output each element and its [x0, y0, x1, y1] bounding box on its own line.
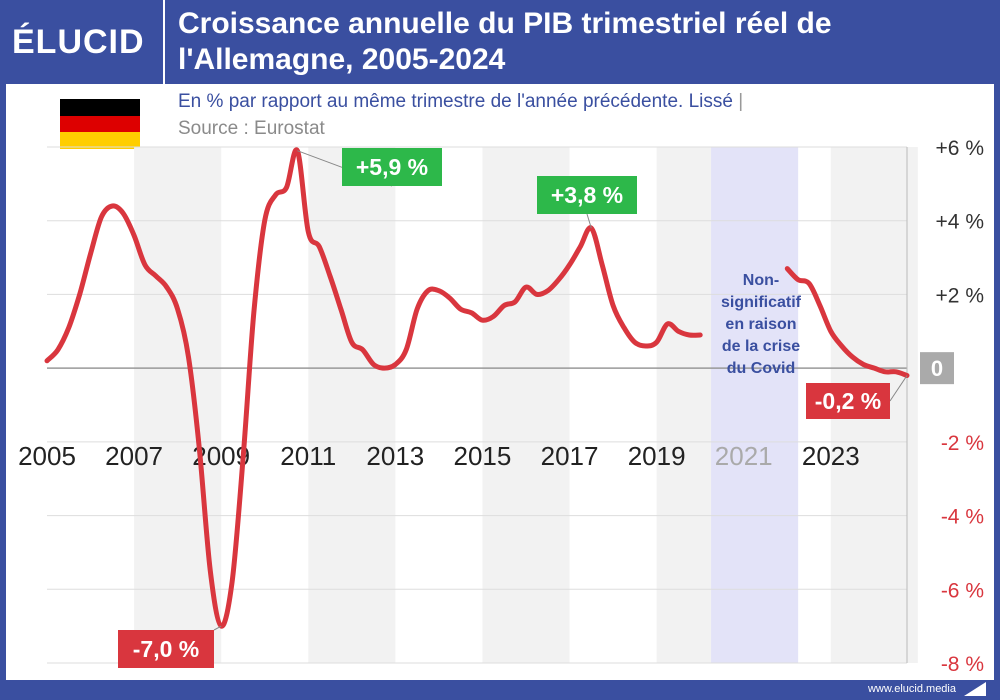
annotation-badge — [118, 630, 214, 668]
header: ÉLUCID Croissance annuelle du PIB trimes… — [0, 0, 1000, 84]
elucid-logo: ÉLUCID — [12, 23, 145, 61]
covid-band — [711, 147, 799, 663]
year-band — [134, 147, 222, 663]
annotation-label: +5,9 % — [356, 154, 428, 180]
y-tick-label: -4 % — [941, 506, 984, 529]
logo-separator — [163, 0, 165, 84]
chart-subtitle: En % par rapport au même trimestre de l'… — [178, 91, 744, 112]
y-tick-label: -2 % — [941, 432, 984, 455]
footer: www.elucid.media — [0, 680, 1000, 700]
annotation-leader — [889, 375, 908, 402]
year-band — [482, 147, 570, 663]
x-tick-label: 2007 — [105, 441, 163, 471]
x-tick-label: 2021 — [715, 441, 773, 471]
y-tick-label: 0 — [931, 356, 943, 381]
x-tick-label: 2013 — [366, 441, 424, 471]
annotation-leader — [586, 213, 592, 229]
annotation-label: +3,8 % — [551, 182, 623, 208]
elucid-mark-icon — [964, 682, 986, 696]
x-tick-label: 2005 — [18, 441, 76, 471]
y-tick-label: +6 % — [936, 137, 984, 160]
footer-url[interactable]: www.elucid.media — [867, 683, 956, 695]
y-tick-label: -8 % — [941, 653, 984, 676]
x-tick-label: 2023 — [802, 441, 860, 471]
zero-badge — [920, 352, 954, 385]
annotation-label: -7,0 % — [133, 636, 199, 662]
germany-flag-icon — [60, 99, 140, 149]
series-line-2 — [784, 266, 910, 378]
annotation-label: -0,2 % — [815, 388, 881, 414]
y-tick-label: -6 % — [941, 579, 984, 602]
x-tick-label: 2017 — [541, 441, 599, 471]
chart-source: Source : Eurostat — [178, 118, 325, 139]
annotation-badge — [342, 148, 442, 186]
covid-note: Non-significatif en raison de la crise du C… — [721, 272, 802, 377]
annotation-badge — [537, 176, 637, 214]
x-tick-label: 2019 — [628, 441, 686, 471]
x-tick-label: 2015 — [454, 441, 512, 471]
chart-title: Croissance annuelle du PIB trimestriel r… — [178, 7, 832, 76]
year-band — [308, 147, 396, 663]
x-tick-label: 2011 — [280, 441, 336, 471]
y-tick-label: +2 % — [936, 284, 984, 307]
annotation-leader — [213, 625, 222, 631]
annotation-badge — [806, 383, 890, 419]
y-tick-label: +4 % — [936, 211, 984, 234]
series-line-1 — [44, 147, 703, 629]
